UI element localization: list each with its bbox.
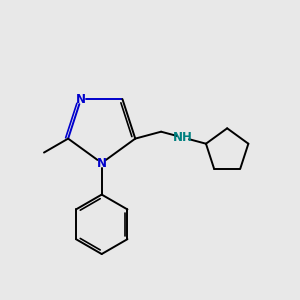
Text: N: N [76, 93, 86, 106]
Text: N: N [97, 157, 107, 169]
Text: NH: NH [173, 131, 193, 144]
